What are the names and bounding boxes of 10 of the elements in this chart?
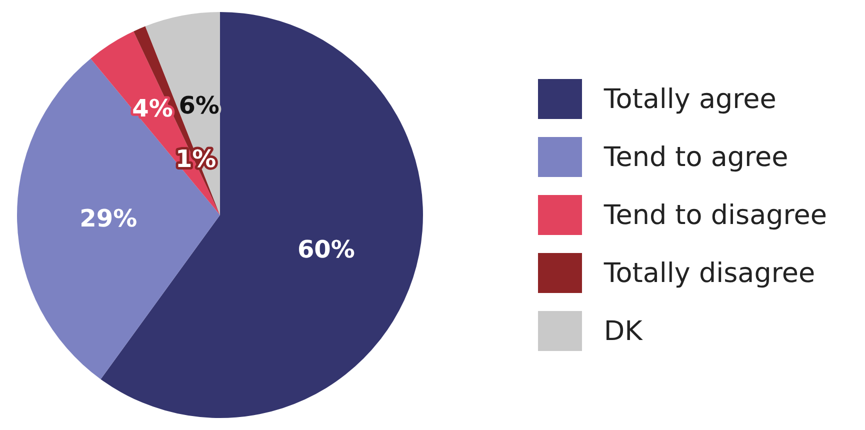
data-label: 4% — [132, 94, 173, 123]
legend-label: Totally disagree — [604, 258, 816, 288]
legend-label: Totally agree — [604, 84, 776, 114]
data-label: 6% — [178, 91, 220, 120]
pie-slice — [17, 58, 220, 380]
legend-label: Tend to disagree — [604, 200, 827, 230]
legend-label: DK — [604, 316, 642, 346]
data-label: 60% — [297, 236, 355, 264]
legend-label: Tend to agree — [604, 142, 788, 172]
data-label: 29% — [80, 204, 138, 233]
